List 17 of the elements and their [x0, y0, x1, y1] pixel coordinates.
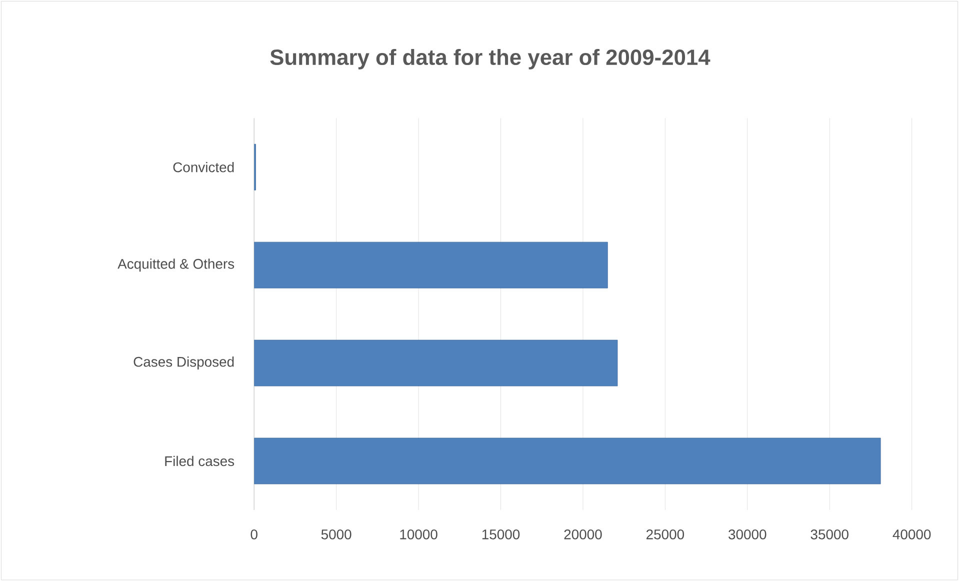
bar	[254, 340, 618, 386]
x-tick-label: 35000	[810, 529, 848, 540]
bar	[254, 438, 881, 484]
chart-title: Summary of data for the year of 2009-2014	[270, 48, 710, 70]
x-tick-label: 20000	[564, 529, 602, 540]
y-tick-label: Cases Disposed	[134, 356, 234, 370]
bar	[254, 242, 608, 288]
y-tick-label: Acquitted & Others	[118, 258, 234, 272]
x-tick-label: 25000	[646, 529, 684, 540]
y-tick-label: Convicted	[173, 162, 234, 172]
x-tick-label: 10000	[400, 529, 438, 540]
x-tick-label: 40000	[892, 529, 931, 540]
x-tick-label: 30000	[728, 529, 766, 540]
y-tick-label: Filed cases	[165, 456, 234, 466]
x-tick-label: 15000	[482, 529, 520, 540]
x-tick-label: 0	[250, 529, 258, 540]
x-tick-label: 5000	[321, 529, 352, 540]
